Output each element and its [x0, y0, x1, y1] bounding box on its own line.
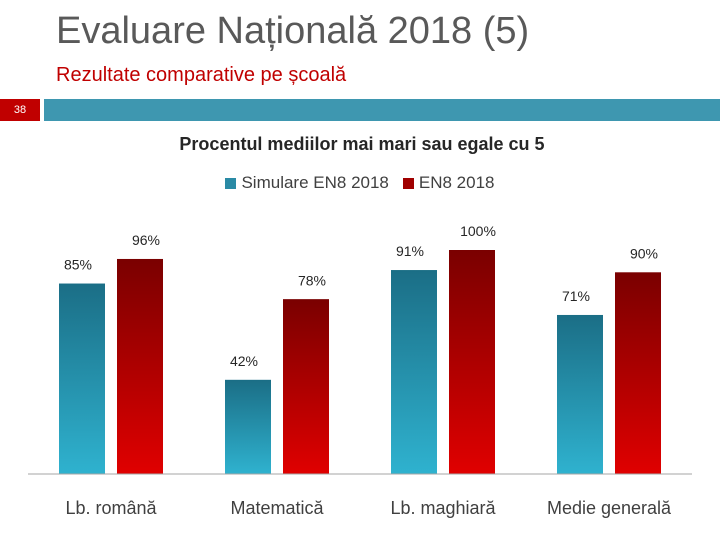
- chart-legend: Simulare EN8 2018 EN8 2018: [0, 173, 720, 193]
- bar-1-4: [557, 314, 603, 474]
- data-label-1-1: 85%: [64, 257, 92, 273]
- slide-subtitle: Rezultate comparative pe școală: [56, 64, 347, 86]
- bar-2-2: [283, 299, 329, 474]
- legend-swatch-series-1: [225, 177, 237, 189]
- bar-2-4: [615, 272, 661, 474]
- bar-1-2: [225, 379, 271, 474]
- legend-entry-series-2: EN8 2018: [402, 173, 495, 193]
- chart-title-text: Procentul mediilor mai mari sau egale cu…: [179, 134, 545, 154]
- slide-number: 38: [0, 99, 40, 121]
- data-label-2-4: 90%: [630, 245, 658, 261]
- data-label-2-2: 78%: [298, 272, 326, 288]
- legend-label-series-1: Simulare EN8 2018: [241, 173, 389, 192]
- bar-2-1: [117, 258, 163, 474]
- bar-2-3: [449, 250, 495, 474]
- legend-swatch-series-2: [402, 177, 414, 189]
- legend-entry-series-1: Simulare EN8 2018: [225, 173, 389, 193]
- bar-1-1: [59, 283, 105, 474]
- x-tick-label-2: Matematică: [230, 498, 324, 518]
- data-label-1-4: 71%: [562, 288, 590, 304]
- chart-title: Procentul mediilor mai mari sau egale cu…: [0, 134, 720, 155]
- legend-label-series-2: EN8 2018: [418, 173, 495, 192]
- data-label-2-1: 96%: [132, 232, 160, 248]
- data-label-1-3: 91%: [396, 243, 424, 259]
- x-tick-label-1: Lb. română: [65, 498, 157, 518]
- x-tick-label-3: Lb. maghiară: [390, 498, 496, 518]
- data-label-1-2: 42%: [230, 353, 258, 369]
- bar-1-3: [391, 270, 437, 474]
- x-tick-label-4: Medie generală: [547, 498, 672, 518]
- header-accent-bar: [44, 99, 720, 121]
- slide-title: Evaluare Națională 2018 (5): [56, 10, 530, 52]
- data-label-2-3: 100%: [460, 223, 496, 239]
